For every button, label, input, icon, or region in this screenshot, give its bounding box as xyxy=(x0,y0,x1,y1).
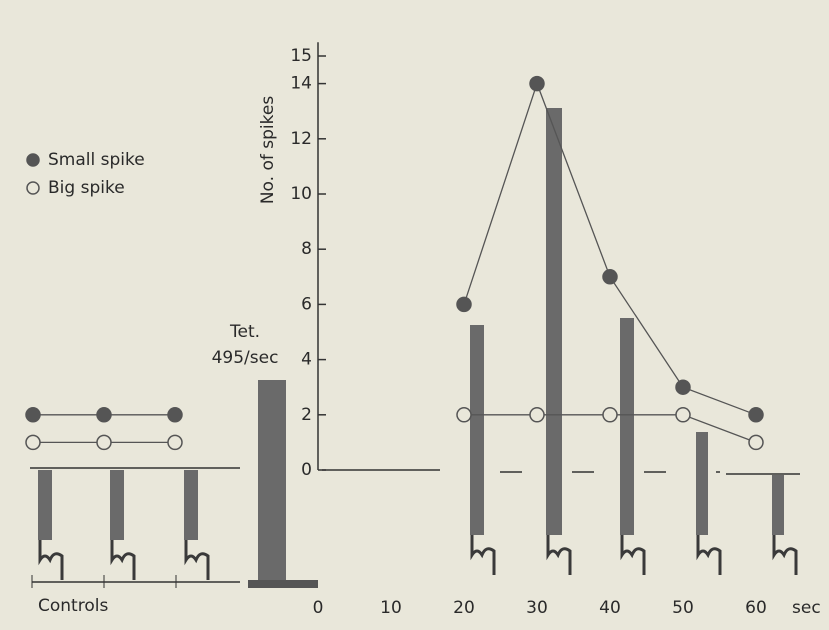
x-unit: sec xyxy=(792,598,821,618)
point xyxy=(749,408,763,422)
y-tick-label: 4 xyxy=(301,350,312,370)
point xyxy=(603,408,617,422)
point xyxy=(530,408,544,422)
y-axis-label: No. of spikes xyxy=(258,96,278,204)
point xyxy=(530,77,544,91)
chart: No. of spikes Tet. 495/sec Controls sec … xyxy=(0,0,829,630)
x-tick-label: 20 xyxy=(453,598,475,618)
x-tick-label: 0 xyxy=(313,598,324,618)
point xyxy=(26,408,40,422)
legend-label: Big spike xyxy=(48,178,125,198)
point xyxy=(26,435,40,449)
x-tick-label: 60 xyxy=(745,598,767,618)
annotation: 495/sec xyxy=(212,348,279,368)
point xyxy=(457,297,471,311)
y-tick-label: 15 xyxy=(290,46,312,66)
legend-marker xyxy=(27,154,39,166)
point xyxy=(749,435,763,449)
x-tick-label: 30 xyxy=(526,598,548,618)
x-tick-label: 50 xyxy=(672,598,694,618)
y-tick-label: 2 xyxy=(301,405,312,425)
y-tick-label: 14 xyxy=(290,74,312,94)
point xyxy=(168,435,182,449)
legend-marker xyxy=(27,182,39,194)
y-tick-label: 0 xyxy=(301,460,312,480)
y-tick-label: 8 xyxy=(301,239,312,259)
y-tick-label: 10 xyxy=(290,184,312,204)
point xyxy=(603,270,617,284)
x-tick-label: 40 xyxy=(599,598,621,618)
controls-label: Controls xyxy=(38,596,108,616)
x-tick-label: 10 xyxy=(380,598,402,618)
point xyxy=(457,408,471,422)
point xyxy=(168,408,182,422)
point xyxy=(676,380,690,394)
legend-label: Small spike xyxy=(48,150,145,170)
y-tick-label: 6 xyxy=(301,294,312,314)
background xyxy=(0,0,829,630)
y-tick-label: 12 xyxy=(290,129,312,149)
annotation: Tet. xyxy=(229,322,260,342)
point xyxy=(97,408,111,422)
point xyxy=(97,435,111,449)
point xyxy=(676,408,690,422)
